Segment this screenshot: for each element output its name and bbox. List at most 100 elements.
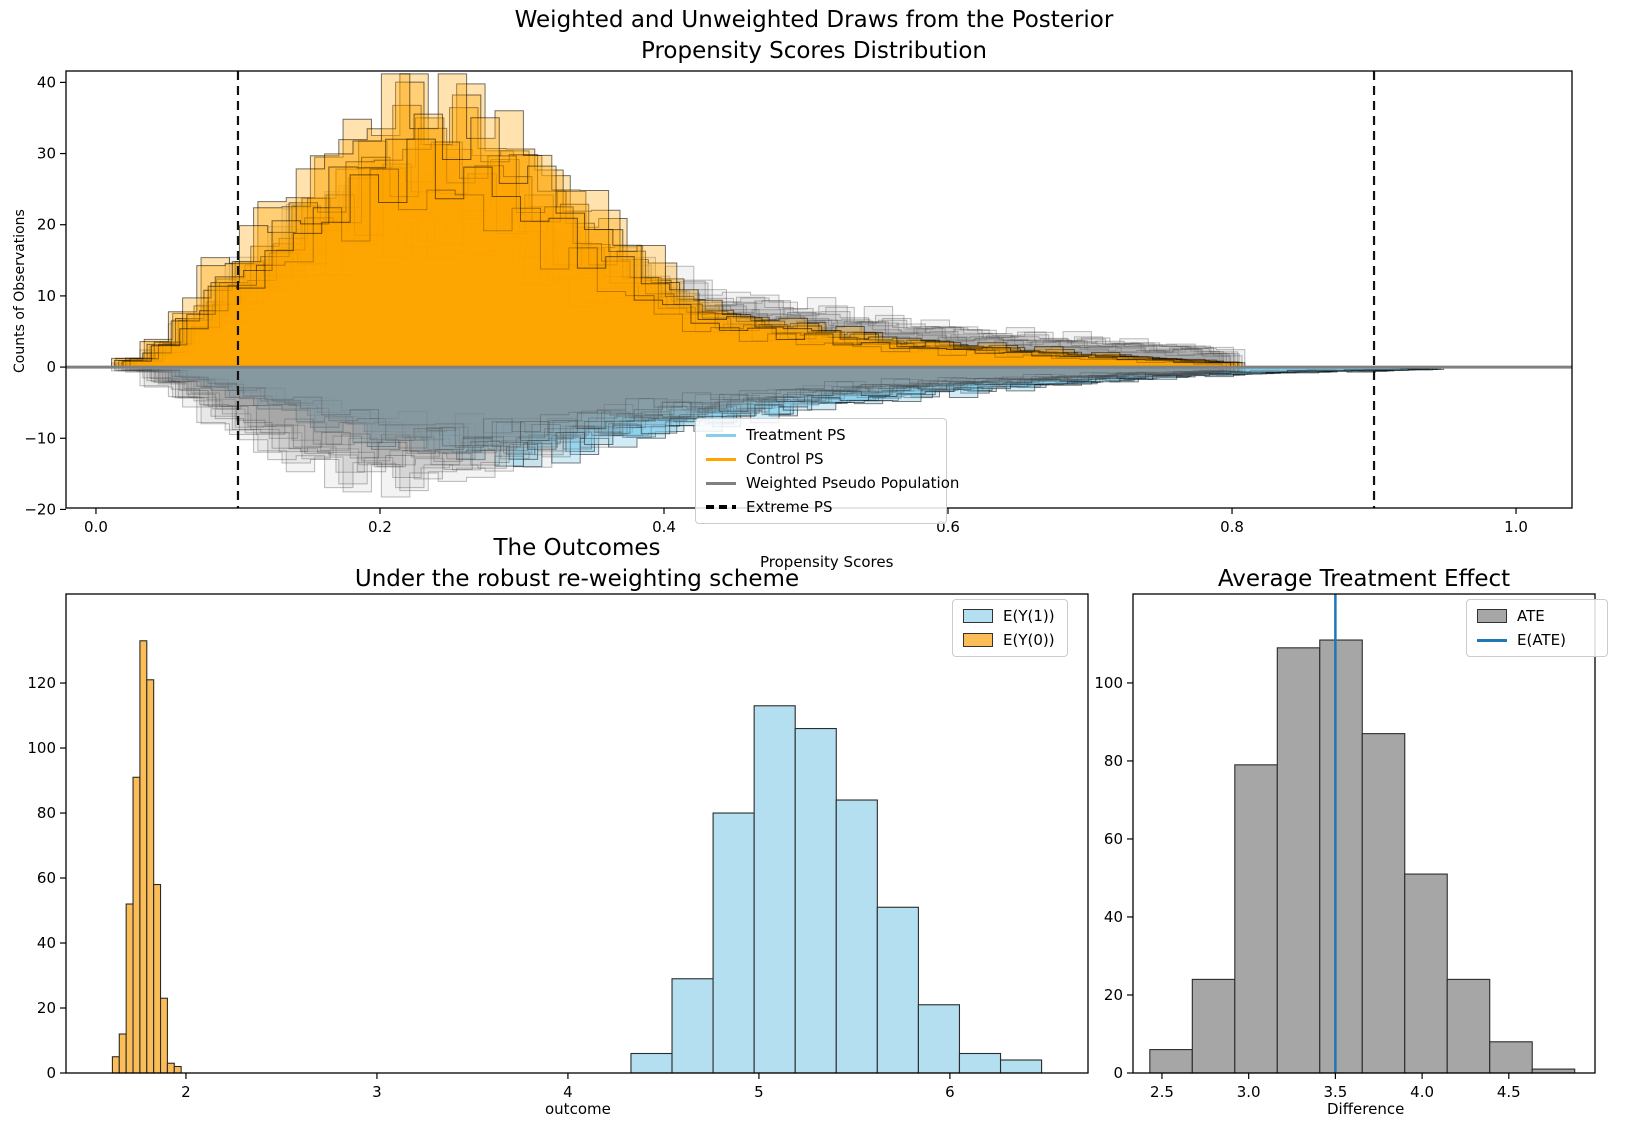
eate-line-swatch xyxy=(1477,638,1507,642)
x-tick-label: 2.5 xyxy=(1150,1083,1174,1101)
histogram-bar xyxy=(132,776,141,1074)
extreme-ps-dashed-swatch xyxy=(706,505,736,509)
histogram-bar xyxy=(999,1059,1043,1074)
ey1-patch-swatch xyxy=(963,609,993,623)
histogram-bar xyxy=(1446,978,1491,1074)
x-tick-label: 0.0 xyxy=(84,518,108,536)
histogram-draw xyxy=(130,366,1240,471)
y-tick-label: −20 xyxy=(24,500,56,518)
y-tick-label: 80 xyxy=(37,804,56,822)
histogram-bar xyxy=(630,1052,673,1074)
histogram-bar xyxy=(712,812,755,1074)
y-tick-label: 0 xyxy=(46,358,56,376)
treatment-ps-line-swatch xyxy=(706,433,736,437)
ate-patch-swatch xyxy=(1477,609,1507,623)
histogram-draw xyxy=(133,127,1243,368)
legend-row-treatment-ps: Treatment PS xyxy=(706,426,934,444)
bottom-left-chart-title: The Outcomes Under the robust re-weighti… xyxy=(66,533,1088,595)
control-ps-line-swatch xyxy=(706,457,736,461)
x-tick-label: 2 xyxy=(181,1083,191,1101)
y-tick-label: 10 xyxy=(37,287,56,305)
y-tick-label: 0 xyxy=(1113,1064,1123,1082)
x-tick-label: 0.2 xyxy=(368,518,392,536)
histogram-bar xyxy=(139,640,148,1074)
x-tick-label: 5 xyxy=(754,1083,764,1101)
legend-label-treatment-ps: Treatment PS xyxy=(746,426,846,444)
histogram-bar xyxy=(794,727,837,1074)
histogram-bar xyxy=(876,906,919,1074)
histogram-draw xyxy=(157,366,1438,450)
histogram-draw xyxy=(136,173,1246,368)
histogram-draw xyxy=(121,214,1230,368)
histogram-draw xyxy=(133,366,1243,462)
bottom-left-title-line2: Under the robust re-weighting scheme xyxy=(354,566,800,592)
histogram-bar xyxy=(1404,873,1448,1074)
legend-row-ey0: E(Y(0)) xyxy=(963,631,1055,649)
legend-label-control-ps: Control PS xyxy=(746,450,824,468)
x-tick-label: 6 xyxy=(945,1083,955,1101)
ey0-patch-swatch xyxy=(963,633,993,647)
x-tick-label: 3.5 xyxy=(1323,1083,1347,1101)
histogram-draw xyxy=(142,366,1422,434)
y-tick-label: −10 xyxy=(24,429,56,447)
histogram-bar xyxy=(111,1056,120,1074)
top-yaxis-label: Counts of Observations xyxy=(12,209,28,373)
y-tick-label: 40 xyxy=(37,934,56,952)
histogram-bar xyxy=(1191,978,1236,1074)
axes-frame xyxy=(65,593,1089,1074)
legend-row-ate: ATE xyxy=(1477,607,1595,625)
histogram-draw xyxy=(122,138,1232,368)
weighted-pseudo-line-swatch xyxy=(706,481,736,485)
x-tick-label: 4.0 xyxy=(1410,1083,1434,1101)
histogram-bar xyxy=(1149,1049,1193,1074)
histogram-draw xyxy=(129,366,1239,480)
legend-row-extreme-ps: Extreme PS xyxy=(706,498,934,516)
legend-label-ey1: E(Y(1)) xyxy=(1003,607,1055,625)
histogram-bar xyxy=(146,679,155,1074)
bottom-left-title-line1: The Outcomes xyxy=(493,535,661,561)
y-tick-label: 20 xyxy=(37,216,56,234)
histogram-draw xyxy=(115,366,1225,493)
legend-label-ey0: E(Y(0)) xyxy=(1003,631,1055,649)
histogram-bar xyxy=(835,799,878,1074)
histogram-draw xyxy=(122,366,1232,459)
y-tick-label: 30 xyxy=(37,145,56,163)
histogram-bar xyxy=(159,997,168,1074)
legend-label-eate: E(ATE) xyxy=(1517,631,1566,649)
bottom-right-legend: ATE E(ATE) xyxy=(1466,599,1608,657)
bottom-right-chart-title: Average Treatment Effect xyxy=(1133,564,1595,595)
legend-label-weighted-pseudo: Weighted Pseudo Population xyxy=(746,474,960,492)
histogram-bar xyxy=(1234,764,1278,1074)
x-tick-label: 3 xyxy=(372,1083,382,1101)
top-chart-title: Weighted and Unweighted Draws from the P… xyxy=(0,5,1628,67)
legend-label-ate: ATE xyxy=(1517,607,1545,625)
y-tick-label: 100 xyxy=(27,739,56,757)
bottom-left-legend: E(Y(1)) E(Y(0)) xyxy=(952,599,1068,657)
y-tick-label: 100 xyxy=(1094,674,1123,692)
histogram-draw xyxy=(150,366,1430,442)
histogram-draw xyxy=(113,168,1223,368)
histogram-draw xyxy=(130,182,1240,368)
histogram-bar xyxy=(166,1062,175,1074)
y-tick-label: 120 xyxy=(27,674,56,692)
histogram-bar xyxy=(753,705,796,1074)
histogram-bar xyxy=(671,978,714,1074)
y-tick-label: 20 xyxy=(37,999,56,1017)
legend-label-extreme-ps: Extreme PS xyxy=(746,498,833,516)
top-xaxis-label: Propensity Scores xyxy=(760,553,894,571)
top-chart-title-line1: Weighted and Unweighted Draws from the P… xyxy=(514,7,1114,33)
histogram-draw xyxy=(113,366,1223,449)
histogram-bar xyxy=(1276,647,1321,1074)
y-tick-label: 40 xyxy=(37,73,56,91)
y-tick-label: 80 xyxy=(1104,752,1123,770)
x-tick-label: 0.8 xyxy=(1220,518,1244,536)
y-tick-label: 20 xyxy=(1104,986,1123,1004)
legend-row-eate: E(ATE) xyxy=(1477,631,1595,649)
y-tick-label: 60 xyxy=(37,869,56,887)
histogram-bar xyxy=(153,883,162,1074)
x-tick-label: 1.0 xyxy=(1504,518,1528,536)
legend-row-ey1: E(Y(1)) xyxy=(963,607,1055,625)
x-tick-label: 4.5 xyxy=(1497,1083,1521,1101)
